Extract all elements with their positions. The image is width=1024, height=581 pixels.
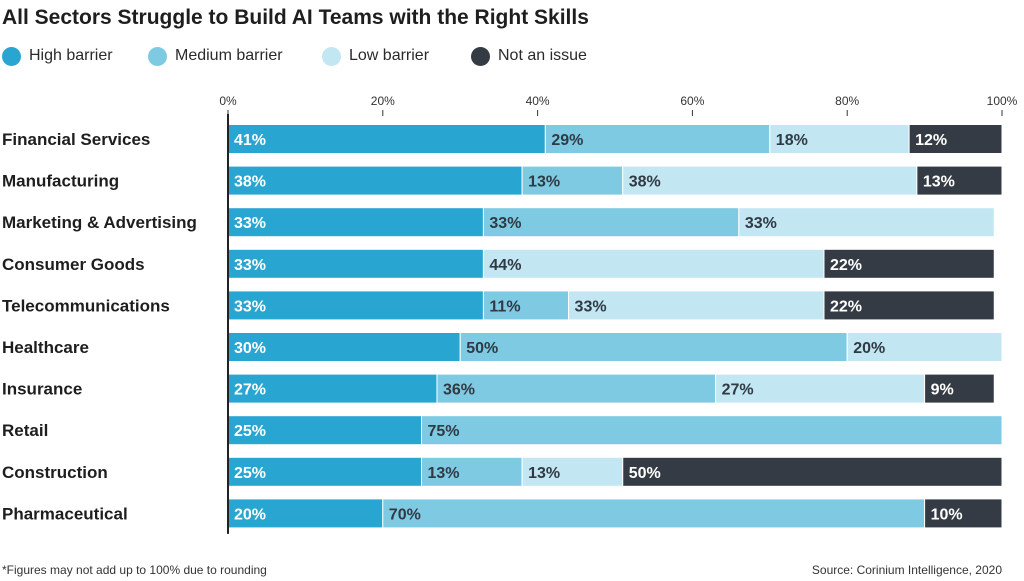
legend-label-low-barrier: Low barrier: [349, 47, 430, 64]
legend-label-high-barrier: High barrier: [29, 47, 113, 64]
data-label: 29%: [551, 132, 583, 149]
bar-segment: [482, 248, 825, 279]
data-label: 75%: [428, 423, 460, 440]
bar-segment: [421, 415, 1003, 446]
bar-segment: [521, 456, 624, 487]
bar-segment: [459, 332, 848, 362]
legend-swatch-not-an-issue: [471, 46, 490, 66]
data-label: 20%: [234, 506, 266, 523]
data-label: 12%: [915, 132, 947, 149]
bar-segment: [622, 165, 918, 196]
category-label: Telecommunications: [2, 296, 170, 315]
bar-segment: [382, 498, 926, 529]
data-label: 44%: [489, 257, 521, 274]
legend-item-high-barrier: High barrier: [2, 44, 113, 68]
data-label: 50%: [466, 340, 498, 357]
source-note: Source: Corinium Intelligence, 2020: [811, 563, 1002, 577]
data-label: 38%: [234, 174, 266, 191]
data-label: 27%: [722, 382, 754, 399]
bar-segment: [227, 248, 484, 279]
bar-segment: [715, 373, 926, 404]
data-label: 33%: [575, 298, 607, 315]
legend-item-low-barrier: Low barrier: [322, 44, 429, 68]
data-label: 18%: [776, 132, 808, 149]
bar-segment: [227, 456, 422, 487]
data-label: 25%: [234, 423, 266, 440]
legend-swatch-high-barrier: [2, 46, 21, 66]
bar-segment: [924, 373, 995, 404]
data-label: 33%: [234, 257, 266, 274]
bar-segment: [482, 207, 740, 238]
data-label: 9%: [931, 382, 954, 399]
chart-title: All Sectors Struggle to Build AI Teams w…: [2, 6, 589, 29]
stacked-bar-chart: 0% 20% 40% 60% 80% 100% Financial Services 41% 2…: [2, 94, 1018, 534]
bar-segment: [521, 165, 624, 196]
legend-label-medium-barrier: Medium barrier: [175, 47, 283, 64]
data-label: 13%: [923, 174, 955, 191]
data-label: 33%: [234, 215, 266, 232]
data-label: 27%: [234, 382, 266, 399]
x-tick-label: 80%: [835, 94, 859, 108]
legend-swatch-low-barrier: [322, 46, 341, 66]
category-label: Marketing & Advertising: [2, 213, 197, 232]
legend-item-medium-barrier: Medium barrier: [148, 44, 283, 68]
bar-segment: [908, 124, 1003, 154]
data-label: 36%: [443, 382, 475, 399]
category-label: Construction: [2, 463, 108, 482]
legend-label-not-an-issue: Not an issue: [498, 47, 587, 64]
data-label: 33%: [745, 215, 777, 232]
bar-segment: [227, 207, 484, 238]
category-label: Financial Services: [2, 130, 150, 149]
category-label: Healthcare: [2, 338, 89, 357]
category-label: Consumer Goods: [2, 255, 145, 274]
bar-segment: [568, 290, 825, 321]
bar-segment: [227, 373, 438, 404]
data-label: 30%: [234, 340, 266, 357]
category-label: Retail: [2, 421, 48, 440]
data-label: 13%: [528, 465, 560, 482]
data-label: 22%: [830, 298, 862, 315]
category-label: Manufacturing: [2, 172, 119, 191]
bar-segment: [227, 290, 484, 321]
category-label: Insurance: [2, 380, 82, 399]
bar-segment: [227, 165, 523, 196]
footnote: *Figures may not add up to 100% due to r…: [2, 563, 267, 577]
bar-segment: [436, 373, 717, 404]
data-label: 25%: [234, 465, 266, 482]
x-tick-label: 100%: [987, 94, 1018, 108]
x-tick-label: 60%: [680, 94, 704, 108]
data-label: 22%: [830, 257, 862, 274]
data-label: 41%: [234, 132, 266, 149]
bar-segment: [738, 207, 995, 238]
bar-segment: [916, 165, 1003, 196]
bar-segment: [846, 332, 1003, 362]
bar-segment: [421, 456, 523, 487]
x-tick-label: 20%: [371, 94, 395, 108]
bar-segment: [622, 456, 1003, 487]
bar-segment: [823, 248, 995, 279]
legend-item-not-an-issue: Not an issue: [471, 44, 587, 68]
x-tick-label: 40%: [526, 94, 550, 108]
category-label: Pharmaceutical: [2, 504, 128, 523]
bar-segment: [227, 332, 461, 362]
bar-segment: [227, 415, 422, 446]
data-label: 70%: [389, 506, 421, 523]
data-label: 38%: [629, 174, 661, 191]
data-label: 50%: [629, 465, 661, 482]
data-label: 33%: [489, 215, 521, 232]
bar-segment: [227, 124, 546, 154]
data-label: 11%: [489, 298, 520, 315]
data-label: 10%: [931, 506, 963, 523]
data-label: 33%: [234, 298, 266, 315]
data-label: 13%: [528, 174, 560, 191]
bar-segment: [924, 498, 1003, 529]
legend-swatch-medium-barrier: [148, 46, 167, 66]
bar-segment: [823, 290, 995, 321]
x-tick-label: 0%: [219, 94, 237, 108]
data-label: 13%: [428, 465, 460, 482]
data-label: 20%: [853, 340, 885, 357]
